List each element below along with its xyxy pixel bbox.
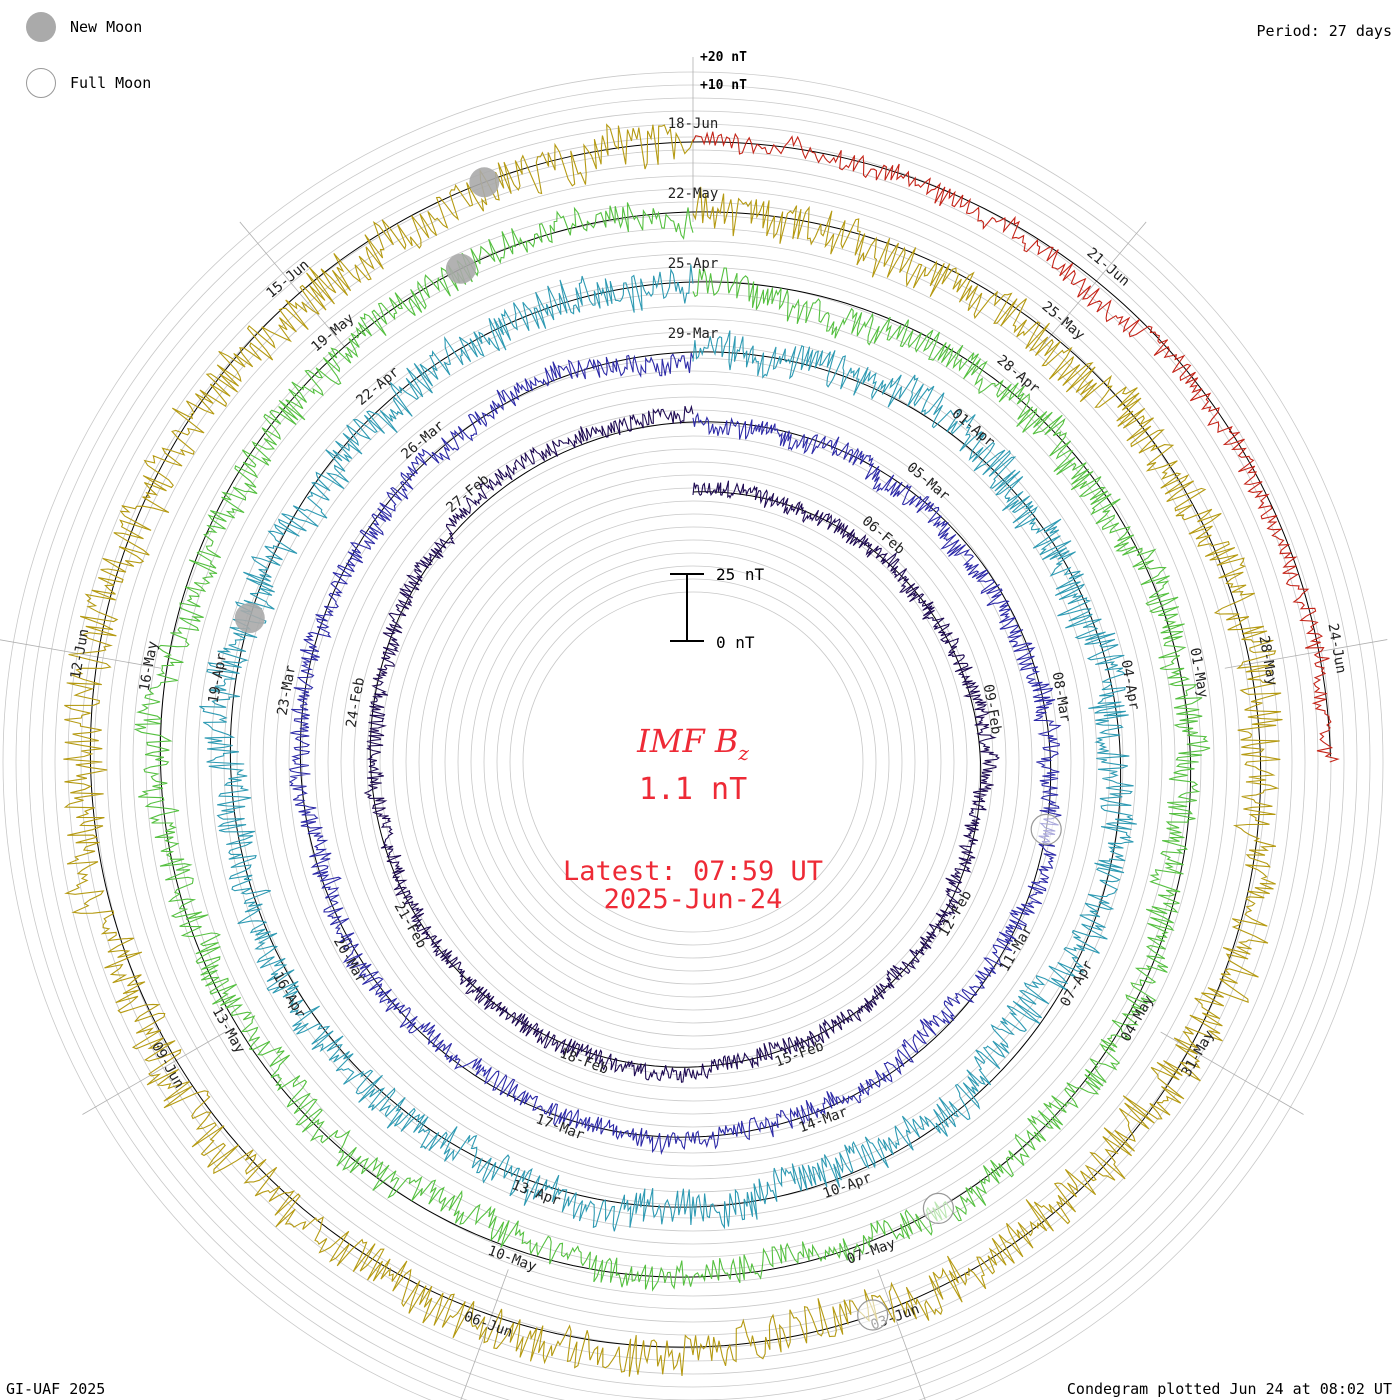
tick-label-06-Feb: 06-Feb [859,513,908,558]
grid-circle [418,487,968,1037]
new-moon-icon [26,12,56,42]
legend-new-moon: New Moon [26,12,142,42]
tick-label-06-Jun: 06-Jun [462,1309,515,1341]
legend-full-moon: Full Moon [26,68,151,98]
period-label: Period: 27 days [1256,22,1392,40]
tick-label-18-Feb: 18-Feb [557,1045,610,1077]
grid-circle [158,227,1228,1297]
scale-bar: 25 nT 0 nT [670,565,765,652]
tick-label-29-Mar: 29-Mar [668,326,719,342]
grid-circle [197,266,1189,1258]
tick-label-13-May: 13-May [209,1004,248,1056]
new-moon-marker [234,603,265,633]
baseline-rotation-6 [692,141,1331,757]
grid-circle [379,448,1007,1076]
tick-label-10-Apr: 10-Apr [821,1170,874,1202]
grid-circle [353,422,1033,1102]
tick-label-16-Apr: 16-Apr [269,969,308,1021]
plotted-timestamp: Condegram plotted Jun 24 at 08:02 UT [1066,1380,1392,1398]
full-moon-marker [1030,813,1062,846]
tick-label-22-May: 22-May [668,186,719,202]
radial-line [877,1269,926,1400]
radial-line [82,1031,226,1115]
center-title-main: IMF B [637,722,739,760]
grid-circle [262,331,1124,1193]
center-date: 2025-Jun-24 [603,884,783,915]
reference-label-20: +20 nT [700,50,747,65]
grid-circle [184,253,1202,1271]
grid-circle [340,409,1046,1115]
radial-line [460,1269,509,1400]
credit-label: GI-UAF 2025 [6,1380,106,1398]
tick-label-07-May: 07-May [845,1235,898,1267]
grid-circle [483,552,903,972]
grid-circle [301,370,1085,1154]
grid-circle [392,461,994,1063]
grid-circle [457,526,929,998]
full-moon-marker [857,1299,889,1331]
baseline-rotation-1 [369,421,982,1068]
tick-label-12-Jun: 12-Jun [68,628,93,681]
grid-circle [171,240,1215,1284]
tick-label-21-Jun: 21-Jun [1084,245,1133,290]
tick-label-28-May: 28-May [1255,634,1280,687]
full-moon-marker [922,1192,955,1225]
grid-circle [431,500,955,1024]
tick-label-07-Apr: 07-Apr [1057,958,1096,1010]
reference-labels: +20 nT +10 nT [700,50,747,93]
series-rotation-4 [133,202,1211,1292]
legend-full-moon-label: Full Moon [70,74,152,92]
grid-circle [470,539,916,985]
series-rotation-5 [63,123,1283,1377]
grid-circle [509,578,877,946]
full-moon-icon [26,68,56,98]
grid-circle [275,344,1111,1180]
grid-circle [522,591,864,933]
radial-line [239,221,347,349]
tick-label-01-May: 01-May [1186,647,1211,700]
tick-label-20-Mar: 20-Mar [330,934,369,986]
legend-new-moon-label: New Moon [70,18,143,36]
tick-label-25-Apr: 25-Apr [668,256,719,272]
series-rotation-6 [692,131,1340,763]
center-latest: Latest: 07:59 UT [562,856,824,887]
tick-label-24-Feb: 24-Feb [343,676,368,729]
scale-bar-bottom-label: 0 nT [716,633,755,652]
tick-label-24-Jun: 24-Jun [1324,622,1349,675]
center-value: 1.1 nT [638,772,748,807]
tick-label-27-Feb: 27-Feb [443,471,492,516]
grid-circle [444,513,942,1011]
new-moon-marker [445,253,476,284]
grid-circle [249,318,1137,1206]
series-group [63,123,1340,1377]
series-rotation-3 [199,264,1137,1232]
tick-label-04-Apr: 04-Apr [1118,659,1143,712]
center-title-sub: z [738,741,749,765]
radial-line [1224,639,1388,669]
moon-markers [234,167,1062,1331]
tick-label-16-May: 16-May [137,640,162,693]
radial-line [1039,221,1147,349]
tick-label-01-Apr: 01-Apr [949,406,998,451]
tick-label-10-May: 10-May [486,1243,539,1275]
tick-label-31-May: 31-May [1179,1028,1218,1080]
center-title: IMF Bz [0,722,1386,765]
reference-label-10: +10 nT [700,78,747,93]
grid-circle [496,565,890,959]
grid-circle [327,396,1059,1128]
series-rotation-1 [363,404,1000,1083]
grid-circle [314,383,1072,1141]
grid-circle [223,292,1163,1232]
tick-label-19-Apr: 19-Apr [206,652,231,705]
grid-circle [236,305,1150,1219]
series-rotation-2 [288,352,1062,1155]
tick-label-18-Jun: 18-Jun [668,116,719,132]
new-moon-marker [469,167,500,198]
grid-circle [366,435,1020,1089]
baseline-rotation-5 [89,141,1262,1348]
scale-bar-top-label: 25 nT [716,565,765,584]
